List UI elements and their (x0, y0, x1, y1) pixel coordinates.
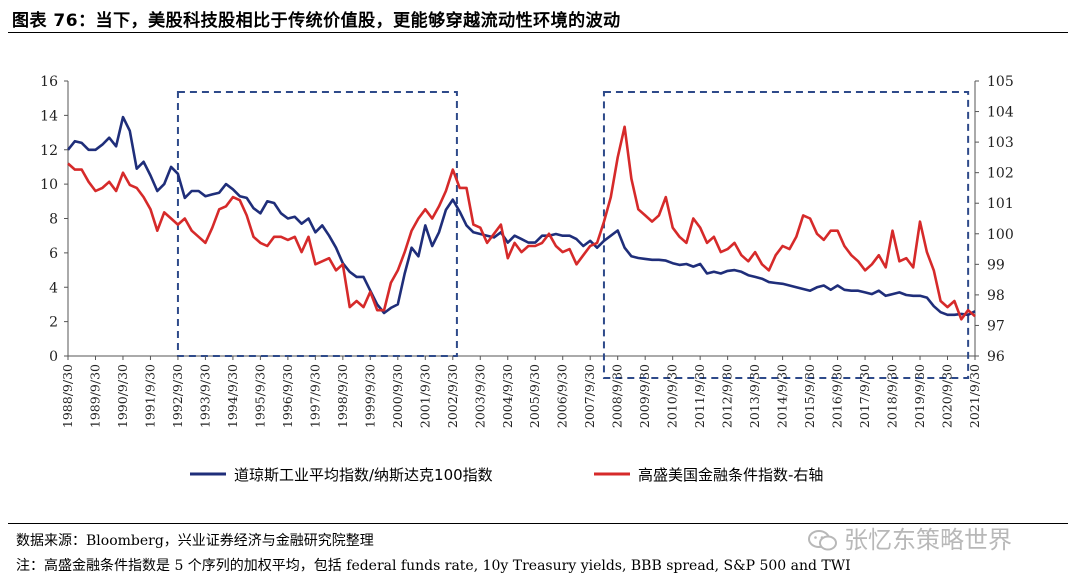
legend-label-right-series: 高盛美国金融条件指数-右轴 (638, 466, 823, 484)
right-tick-label: 102 (987, 166, 1014, 182)
right-tick-label: 99 (987, 257, 1005, 273)
left-tick-label: 14 (40, 108, 58, 124)
wechat-icon (808, 530, 837, 551)
right-tick-label: 101 (987, 196, 1014, 212)
left-tick-label: 16 (40, 74, 58, 90)
title-rule (8, 32, 1068, 33)
x-tick-label: 1999/9/30 (362, 364, 377, 428)
x-tick-label: 2021/9/30 (967, 364, 982, 428)
x-tick-label: 1996/9/30 (280, 364, 295, 428)
x-tick-label: 1994/9/30 (225, 364, 240, 428)
x-tick-label: 2015/9/30 (802, 364, 817, 428)
dual-axis-line-chart: 0 2 4 6 8 10 12 14 16 96 97 98 99 100 101 102 103 104 105… (40, 74, 1014, 484)
line-gs-financial-conditions (67, 125, 976, 321)
x-tick-label: 2008/9/30 (610, 364, 625, 428)
line-dow-nasdaq-ratio (66, 115, 976, 317)
x-tick-label: 1992/9/30 (170, 364, 185, 428)
left-tick-label: 8 (49, 212, 58, 228)
right-axis-ticks: 96 97 98 99 100 101 102 103 104 105 (975, 74, 1014, 365)
right-tick-label: 103 (987, 135, 1014, 151)
left-tick-label: 2 (49, 315, 58, 331)
footer-rule (8, 523, 1068, 524)
x-tick-label: 1989/9/30 (87, 364, 102, 428)
x-tick-label: 2016/9/30 (830, 364, 845, 428)
right-tick-label: 96 (987, 349, 1005, 365)
chart-title: 图表 76：当下，美股科技股相比于传统价值股，更能够穿越流动性环境的波动 (12, 11, 621, 31)
right-tick-label: 104 (987, 105, 1014, 121)
x-tick-label: 2002/9/30 (445, 364, 460, 428)
right-tick-label: 105 (987, 74, 1014, 90)
left-tick-label: 10 (40, 177, 58, 193)
x-tick-label: 2000/9/30 (390, 364, 405, 428)
x-tick-label: 2012/9/30 (720, 364, 735, 428)
x-tick-label: 2007/9/30 (582, 364, 597, 428)
x-tick-label: 2020/9/30 (940, 364, 955, 428)
x-tick-label: 2010/9/30 (665, 364, 680, 428)
watermark-text: 张忆东策略世界 (844, 526, 1012, 554)
left-tick-label: 4 (49, 280, 58, 296)
x-tick-label: 2009/9/30 (637, 364, 652, 428)
x-tick-label: 1997/9/30 (307, 364, 322, 428)
left-tick-label: 12 (40, 143, 58, 159)
left-tick-label: 6 (49, 246, 58, 262)
left-axis-ticks: 0 2 4 6 8 10 12 14 16 (40, 74, 68, 365)
legend-label-left-series: 道琼斯工业平均指数/纳斯达克100指数 (234, 466, 493, 484)
x-tick-label: 1995/9/30 (252, 364, 267, 428)
x-tick-label: 2013/9/30 (747, 364, 762, 428)
watermark: 张忆东策略世界 (808, 520, 1012, 555)
x-tick-label: 2005/9/30 (527, 364, 542, 428)
x-tick-label: 2004/9/30 (500, 364, 515, 428)
left-tick-label: 0 (49, 349, 58, 365)
x-tick-label: 2014/9/30 (775, 364, 790, 428)
right-tick-label: 98 (987, 288, 1005, 304)
legend: 道琼斯工业平均指数/纳斯达克100指数 高盛美国金融条件指数-右轴 (190, 466, 823, 484)
series-lines (66, 115, 976, 321)
right-tick-label: 100 (987, 227, 1014, 243)
axes (67, 81, 976, 357)
x-tick-label: 1990/9/30 (115, 364, 130, 428)
x-tick-label: 2011/9/30 (692, 364, 707, 428)
x-tick-label: 2003/9/30 (472, 364, 487, 428)
highlight-boxes (176, 91, 970, 379)
x-tick-label: 2017/9/30 (857, 364, 872, 428)
x-tick-label: 1988/9/30 (60, 364, 75, 428)
x-tick-label: 1993/9/30 (197, 364, 212, 428)
highlight-box (602, 91, 970, 379)
x-tick-label: 1998/9/30 (335, 364, 350, 428)
x-tick-label: 1991/9/30 (142, 364, 157, 428)
x-tick-label: 2019/9/30 (912, 364, 927, 428)
data-source: 数据来源：Bloomberg，兴业证券经济与金融研究院整理 (16, 533, 374, 549)
x-tick-label: 2018/9/30 (885, 364, 900, 428)
x-tick-label: 2006/9/30 (555, 364, 570, 428)
footnote: 注：高盛金融条件指数是 5 个序列的加权平均，包括 federal funds … (16, 558, 851, 574)
x-axis-ticks: 1988/9/30 1989/9/30 1990/9/30 1991/9/30 1992… (60, 356, 982, 428)
x-tick-label: 2001/9/30 (417, 364, 432, 428)
right-tick-label: 97 (987, 318, 1005, 334)
